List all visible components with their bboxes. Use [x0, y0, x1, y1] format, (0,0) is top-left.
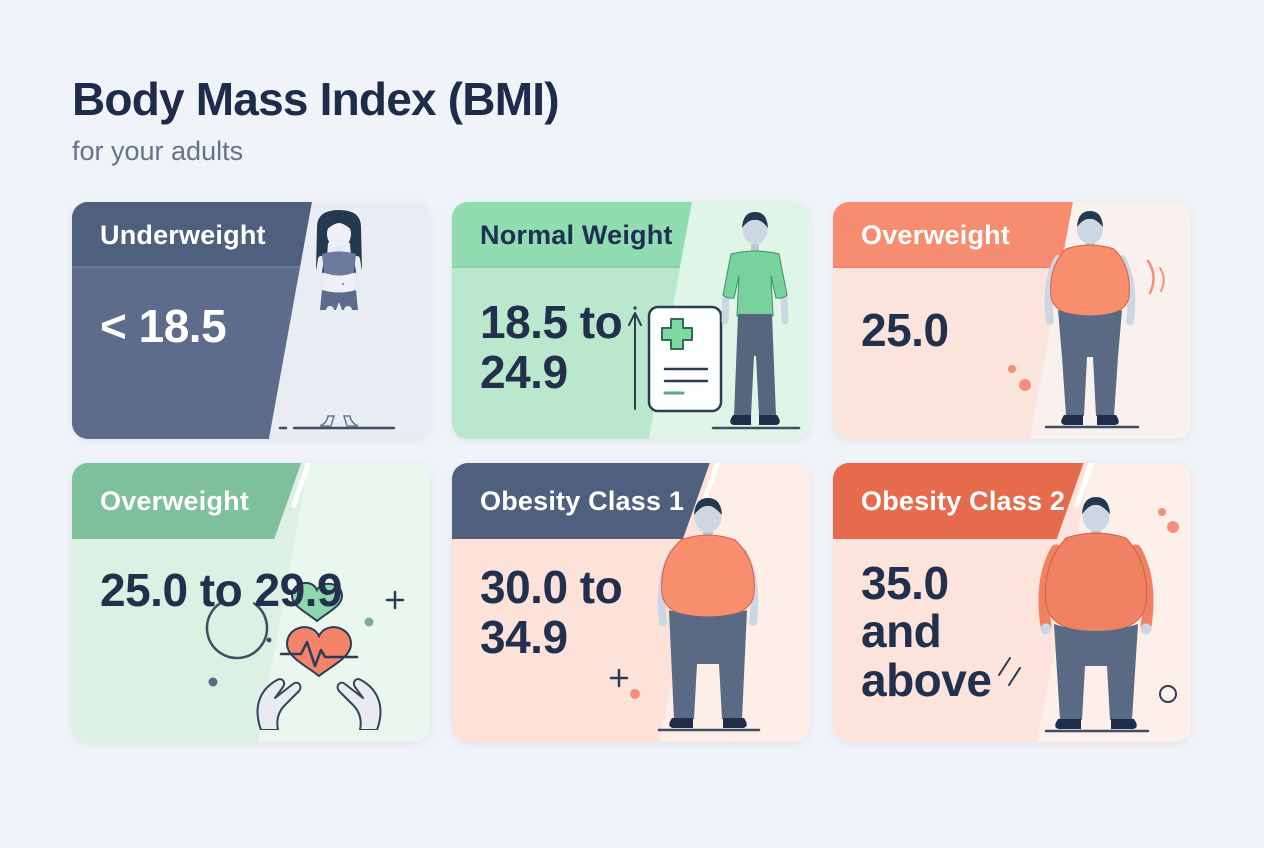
card-obesity-class-1: Obesity Class 1 30.0 to 34.9: [452, 463, 810, 742]
severely-obese-man-illustration: [998, 497, 1179, 733]
card-bmi-range: 25.0: [861, 304, 949, 356]
card-overweight-range: Overweight 25.0 to 29.9: [72, 463, 430, 742]
card-header-band: [72, 202, 312, 268]
card-bmi-range: 30.0 to 34.9: [480, 561, 623, 663]
card-header-tab: [72, 463, 302, 539]
card-header-tab: [833, 463, 1084, 539]
normal-man-health-chart-illustration: [628, 212, 801, 430]
overweight-man-illustration: [1008, 211, 1165, 429]
thin-woman-illustration: [278, 210, 396, 430]
obese-man-illustration: [609, 498, 761, 732]
card-title: Normal Weight: [480, 219, 673, 250]
page-title: Body Mass Index (BMI): [72, 73, 560, 125]
card-title: Obesity Class 1: [480, 485, 685, 516]
card-normal-weight: Normal Weight 18.5 to 24.9: [452, 202, 810, 439]
hands-holding-heart-illustration: [205, 581, 405, 730]
card-title: Underweight: [100, 219, 266, 250]
card-title: Obesity Class 2: [861, 485, 1066, 516]
card-underweight: Underweight < 18.5: [72, 202, 430, 439]
card-bmi-range: 25.0 to 29.9: [100, 564, 343, 616]
card-header-band: [833, 202, 1073, 268]
card-bmi-range: 35.0 and above: [861, 557, 992, 706]
card-header-tab: [452, 463, 710, 539]
card-obesity-class-2: Obesity Class 2 35.0 and above: [833, 463, 1191, 742]
card-bmi-range: < 18.5: [100, 300, 227, 352]
card-title: Overweight: [100, 485, 250, 516]
card-bmi-range: 18.5 to 24.9: [480, 296, 623, 398]
card-title: Overweight: [861, 219, 1011, 250]
page-subtitle: for your adults: [72, 136, 244, 166]
card-header-band: [452, 202, 692, 268]
card-overweight-threshold: Overweight 25.0: [833, 202, 1191, 439]
